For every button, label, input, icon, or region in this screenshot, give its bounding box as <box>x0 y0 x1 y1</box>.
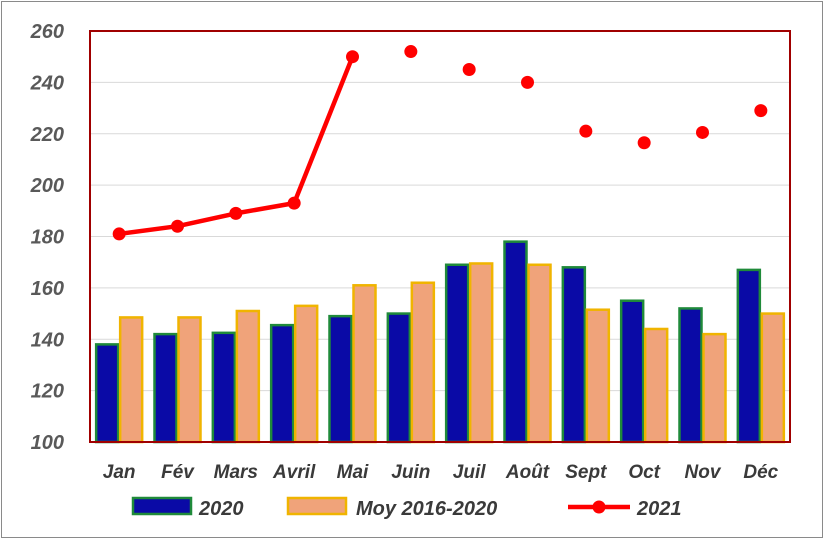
bar-moy-2016-2020 <box>702 332 727 444</box>
point-2021 <box>696 125 709 139</box>
legend-label-moy: Moy 2016-2020 <box>356 498 497 520</box>
bar-moy-2016-2020 <box>410 281 436 444</box>
point-2021 <box>112 227 126 241</box>
x-category-label: Juil <box>453 462 486 483</box>
point-2021 <box>287 196 301 210</box>
x-category-label: Nov <box>685 462 722 483</box>
y-tick-label: 120 <box>31 381 64 403</box>
bar-2020 <box>153 332 178 444</box>
legend-label-2020: 2020 <box>198 498 244 520</box>
bar-moy-2016-2020 <box>760 312 786 444</box>
bar-2020 <box>94 343 120 444</box>
bar-2020 <box>269 323 295 444</box>
point-2021 <box>637 136 651 150</box>
bar-2020 <box>328 314 353 444</box>
x-category-label: Avril <box>272 462 316 483</box>
x-axis-categories: Jan Fév Mars Avril Mai Juin Juil Août Sept Oct Nov… <box>103 462 779 483</box>
y-tick-label: 220 <box>30 124 64 146</box>
y-tick-label: 260 <box>30 21 64 43</box>
y-tick-label: 140 <box>31 329 64 351</box>
bar-moy-2016-2020 <box>118 316 144 444</box>
point-2021 <box>346 50 359 64</box>
y-tick-label: 180 <box>31 227 64 249</box>
bar-2020 <box>211 331 237 444</box>
x-category-label: Août <box>505 462 550 483</box>
y-tick-label: 160 <box>31 278 64 300</box>
x-category-label: Déc <box>743 462 778 483</box>
point-2021 <box>754 104 768 118</box>
bar-2020 <box>678 307 703 444</box>
x-category-label: Oct <box>628 462 660 483</box>
line-2021 <box>112 45 768 241</box>
bar-2020 <box>444 263 470 444</box>
y-axis-ticks: 100 120 140 160 180 200 220 240 260 <box>30 21 64 454</box>
point-2021 <box>171 219 184 233</box>
bar-2020 <box>503 240 528 444</box>
bar-2020 <box>386 312 412 444</box>
bar-moy-2016-2020 <box>585 308 611 444</box>
bar-2020 <box>561 266 587 444</box>
bar-moy-2016-2020 <box>527 263 552 444</box>
point-2021 <box>579 124 593 138</box>
bar-moy-2016-2020 <box>177 316 202 444</box>
x-category-label: Sept <box>565 462 607 483</box>
x-category-label: Jan <box>103 462 136 483</box>
y-tick-label: 100 <box>31 432 64 454</box>
bars <box>94 240 786 444</box>
point-2021 <box>404 45 418 59</box>
y-tick-label: 240 <box>30 72 64 94</box>
y-tick-label: 200 <box>30 175 64 197</box>
legend-marker-2021 <box>592 500 606 514</box>
point-2021 <box>462 63 476 77</box>
bar-moy-2016-2020 <box>235 309 261 444</box>
legend-swatch-moy <box>286 496 348 516</box>
x-category-label: Juin <box>391 462 430 483</box>
x-category-label: Mai <box>337 462 369 483</box>
legend-label-2021: 2021 <box>636 498 682 520</box>
bar-2020 <box>619 299 645 444</box>
bar-moy-2016-2020 <box>643 327 669 444</box>
bar-moy-2016-2020 <box>352 284 377 444</box>
point-2021 <box>521 75 534 89</box>
point-2021 <box>229 206 243 220</box>
x-category-label: Mars <box>214 462 258 483</box>
bar-moy-2016-2020 <box>293 304 319 444</box>
legend: 2020 Moy 2016-2020 2021 <box>131 496 682 520</box>
plot-border <box>89 30 791 443</box>
bar-moy-2016-2020 <box>468 262 494 444</box>
legend-swatch-2020 <box>131 496 193 516</box>
bar-2020 <box>736 268 762 444</box>
x-category-label: Fév <box>161 462 195 483</box>
